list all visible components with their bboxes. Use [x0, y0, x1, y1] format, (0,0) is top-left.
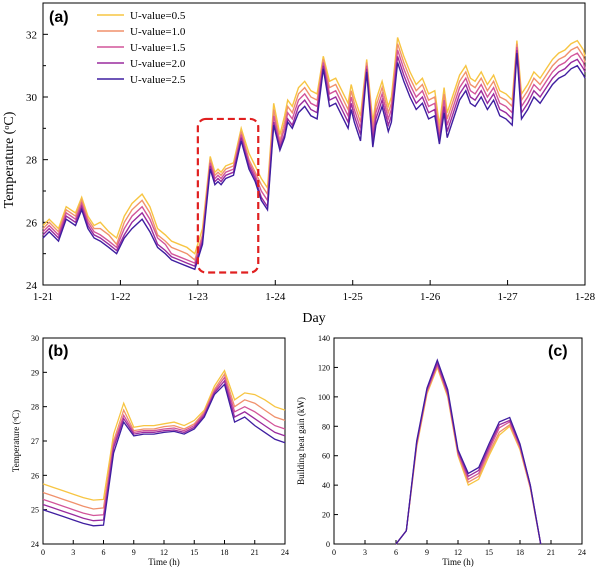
a-series-line: [42, 46, 586, 265]
b-xtick-label: 24: [281, 548, 289, 557]
b-ytick-label: 29: [31, 368, 39, 377]
c-series-line: [395, 358, 542, 545]
c-ytick-label: 20: [322, 511, 330, 520]
panel-c-chart: 0 3 6 9 12 15 18 21 24 0 20 40 60 80 100 120 140 (c) Tim…: [296, 334, 586, 567]
a-xtick-label: 1-24: [265, 291, 286, 303]
a-ytick-label: 32: [26, 29, 37, 41]
panel-b-chart: 0 3 6 9 12 15 18 21 24 24 25 26 27 28 29 30 (b) Time (h…: [11, 334, 289, 567]
b-series-line: [42, 369, 286, 501]
b-series-line: [42, 376, 286, 517]
panel-a-plot-frame: [42, 2, 586, 286]
panel-c-label: (c): [548, 343, 568, 360]
a-series-line: [42, 49, 586, 268]
c-xtick-label: 3: [363, 548, 367, 557]
b-ytick-label: 25: [31, 506, 39, 515]
a-ytick-label: 28: [26, 155, 38, 167]
b-xtick-label: 12: [160, 548, 168, 557]
c-xtick-label: 18: [516, 548, 524, 557]
panel-b-axis-ticks: 0 3 6 9 12 15 18 21 24 24 25 26 27 28 29 30: [31, 334, 289, 557]
a-legend-label: U-value=1.0: [130, 26, 186, 38]
a-series-line: [42, 43, 586, 262]
a-series-line: [42, 37, 586, 255]
c-xtick-label: 6: [394, 548, 398, 557]
panel-a-axis-ticks: 1-21 1-22 1-23 1-24 1-25 1-26 1-27 1-28 24 26 28 30…: [26, 29, 596, 303]
a-xtick-label: 1-25: [343, 291, 364, 303]
b-xtick-label: 3: [71, 548, 75, 557]
c-ytick-label: 100: [318, 393, 330, 402]
b-series-line: [42, 379, 286, 522]
a-xtick-label: 1-27: [497, 291, 518, 303]
a-xtick-label: 1-21: [33, 291, 53, 303]
c-ytick-label: 0: [326, 540, 330, 549]
b-series-line: [42, 383, 286, 527]
b-xtick-label: 15: [190, 548, 198, 557]
c-xtick-label: 15: [485, 548, 493, 557]
panel-a-highlight-box: [196, 117, 260, 274]
a-xtick-label: 1-23: [188, 291, 209, 303]
c-xtick-label: 0: [332, 548, 336, 557]
a-ytick-label: 30: [26, 92, 38, 104]
a-legend-label: U-value=0.5: [130, 10, 186, 22]
c-xtick-label: 9: [425, 548, 429, 557]
panel-c-plot-frame: [333, 337, 583, 545]
a-legend-label: U-value=1.5: [130, 42, 186, 54]
b-xtick-label: 18: [221, 548, 229, 557]
panel-a-ylabel: Temperature (ᵒC): [2, 111, 17, 208]
panel-a-legend: U-value=0.5 U-value=1.0 U-value=1.5 U-value…: [97, 10, 186, 86]
panel-b-xlabel: Time (h): [148, 557, 179, 567]
panel-a-series-group: [42, 37, 586, 271]
panel-b-plot-frame: [42, 337, 286, 545]
b-xtick-label: 9: [132, 548, 136, 557]
panel-a-xlabel: Day: [302, 311, 325, 326]
c-xtick-label: 21: [547, 548, 555, 557]
a-xtick-label: 1-26: [420, 291, 441, 303]
c-series-line: [395, 362, 542, 545]
c-series-line: [395, 361, 542, 545]
panel-a-label: (a): [49, 9, 69, 26]
b-ytick-label: 28: [31, 403, 39, 412]
panel-a-chart: 1-21 1-22 1-23 1-24 1-25 1-26 1-27 1-28 24 26 28 30…: [2, 2, 596, 326]
b-series-line: [42, 372, 286, 510]
a-legend-label: U-value=2.5: [130, 74, 186, 86]
c-xtick-label: 24: [578, 548, 586, 557]
panel-b-series-group: [42, 369, 286, 527]
panel-c-series-group: [395, 358, 542, 545]
b-ytick-label: 27: [31, 437, 39, 446]
a-xtick-label: 1-22: [110, 291, 130, 303]
b-ytick-label: 26: [31, 471, 39, 480]
c-series-line: [395, 364, 542, 545]
c-xtick-label: 12: [454, 548, 462, 557]
panel-c-xlabel: Time (h): [442, 557, 473, 567]
a-ytick-label: 24: [26, 280, 38, 292]
b-xtick-label: 21: [251, 548, 259, 557]
c-ytick-label: 40: [322, 481, 330, 490]
a-ytick-label: 26: [26, 217, 38, 229]
b-ytick-label: 24: [31, 540, 39, 549]
b-xtick-label: 6: [102, 548, 106, 557]
c-ytick-label: 120: [318, 363, 330, 372]
panel-b-label: (b): [48, 343, 68, 360]
c-series-line: [395, 365, 542, 545]
panel-c-ylabel: Building heat gain (kW): [296, 397, 306, 485]
a-xtick-label: 1-28: [575, 291, 596, 303]
a-legend-label: U-value=2.0: [130, 58, 186, 70]
c-ytick-label: 60: [322, 452, 330, 461]
c-ytick-label: 140: [318, 334, 330, 343]
b-ytick-label: 30: [31, 334, 39, 343]
a-series-line: [42, 53, 586, 271]
panel-c-axis-ticks: 0 3 6 9 12 15 18 21 24 0 20 40 60 80 100 120 140: [318, 334, 586, 557]
panel-b-ylabel: Temperature (ᵒC): [11, 410, 21, 472]
c-ytick-label: 80: [322, 422, 330, 431]
b-xtick-label: 0: [41, 548, 45, 557]
